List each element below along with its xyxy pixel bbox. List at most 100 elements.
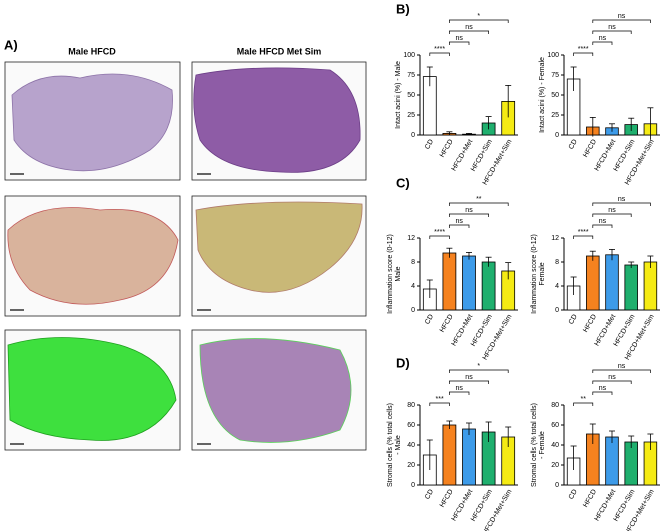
significance-bracket (449, 369, 509, 373)
significance-bracket (449, 380, 489, 384)
y-tick-label: 8 (411, 259, 415, 266)
y-tick-label: 40 (551, 442, 559, 449)
significance-bracket (429, 402, 450, 406)
y-axis-label: Intact acini (%) - Male (395, 61, 402, 129)
significance-label: **** (578, 46, 589, 53)
significance-label: ns (455, 218, 463, 225)
significance-label: ns (455, 35, 463, 42)
y-axis-label-line: Male (395, 266, 402, 281)
significance-bracket (429, 52, 450, 56)
y-axis-label: Stromal cells (% total cells)- Male (387, 403, 402, 487)
bar (643, 261, 658, 311)
panel-label: C) (396, 175, 410, 190)
significance-label: ns (608, 207, 616, 214)
significance-bracket (592, 391, 613, 395)
y-axis-label: Inflammation score (0-12)Male (387, 234, 402, 314)
significance-bracket (449, 30, 489, 34)
histology-images (4, 61, 367, 451)
significance-label: **** (578, 229, 589, 236)
y-tick-label: 0 (555, 307, 559, 314)
image-title: Male HFCD Met Sim (237, 46, 322, 56)
significance-bracket (573, 52, 594, 56)
scale-bars (10, 173, 211, 445)
y-axis-label-line: Intact acini (%) - Male (395, 61, 402, 129)
significance-label: ** (476, 196, 482, 203)
significance-bracket (429, 235, 450, 239)
bar (442, 252, 457, 311)
y-tick-label: 80 (407, 402, 415, 409)
significance-bracket (449, 391, 470, 395)
significance-label: * (477, 13, 480, 20)
significance-label: **** (434, 229, 445, 236)
significance-bracket (592, 202, 651, 206)
y-tick-label: 0 (555, 482, 559, 489)
bar (442, 424, 457, 486)
y-tick-label: 100 (547, 52, 559, 59)
x-tick-label: CD (568, 313, 579, 325)
significance-label: *** (436, 396, 444, 403)
y-tick-label: 75 (551, 72, 559, 79)
x-tick-label: CD (424, 313, 435, 325)
y-axis-label-line: Inflammation score (0-12) (387, 234, 394, 314)
y-axis-label-line: Intact acini (%) - Female (539, 57, 546, 133)
significance-label: ns (599, 35, 607, 42)
bar (586, 255, 600, 311)
bar (462, 255, 476, 311)
image-title: Male HFCD (68, 46, 116, 56)
panel-label: B) (396, 1, 410, 16)
x-tick-label: CD (424, 138, 435, 150)
significance-bracket (592, 30, 632, 34)
panel-label: D) (396, 355, 410, 370)
y-tick-label: 40 (407, 442, 415, 449)
y-axis-label-line: Stromal cells (% total cells) (387, 403, 394, 487)
y-axis-label: Stromal cells (% total cells)- Female (531, 403, 546, 487)
significance-label: ns (465, 24, 473, 31)
x-tick-label: HFCD (439, 488, 455, 508)
significance-bracket (449, 19, 509, 23)
y-tick-label: 50 (407, 92, 415, 99)
y-tick-label: 75 (407, 72, 415, 79)
panel-label: A) (4, 37, 18, 52)
x-tick-label: HFCD (582, 488, 598, 508)
significance-bracket (573, 402, 594, 406)
significance-bracket (592, 19, 651, 23)
x-tick-label: CD (424, 488, 435, 500)
bar (624, 441, 638, 486)
x-tick-label: HFCD (582, 138, 598, 158)
y-tick-label: 0 (555, 132, 559, 139)
bar (605, 436, 619, 486)
x-tick-label: CD (568, 488, 579, 500)
significance-bracket (573, 235, 594, 239)
y-tick-label: 20 (551, 462, 559, 469)
significance-bracket (449, 41, 470, 45)
significance-bracket (592, 380, 632, 384)
significance-label: ns (465, 374, 473, 381)
y-tick-label: 20 (407, 462, 415, 469)
y-tick-label: 60 (551, 422, 559, 429)
x-tick-label: CD (568, 138, 579, 150)
y-tick-label: 25 (551, 112, 559, 119)
significance-bracket (449, 213, 489, 217)
significance-label: ns (599, 218, 607, 225)
bar (624, 264, 638, 311)
significance-bracket (449, 224, 470, 228)
y-tick-label: 0 (411, 132, 415, 139)
y-axis-label-line: - Female (539, 431, 546, 459)
significance-label: ns (599, 385, 607, 392)
significance-label: ns (618, 363, 626, 370)
significance-bracket (592, 369, 651, 373)
y-tick-label: 4 (555, 283, 559, 290)
y-axis-label-line: - Male (395, 435, 402, 455)
significance-label: ns (608, 374, 616, 381)
y-axis-label-line: Female (539, 262, 546, 285)
significance-label: ns (618, 196, 626, 203)
significance-bracket (592, 213, 632, 217)
y-tick-label: 50 (551, 92, 559, 99)
significance-label: ns (455, 385, 463, 392)
x-tick-label: HFCD (439, 313, 455, 333)
bar (605, 254, 619, 311)
y-tick-label: 0 (411, 482, 415, 489)
significance-label: * (477, 363, 480, 370)
y-tick-label: 4 (411, 283, 415, 290)
